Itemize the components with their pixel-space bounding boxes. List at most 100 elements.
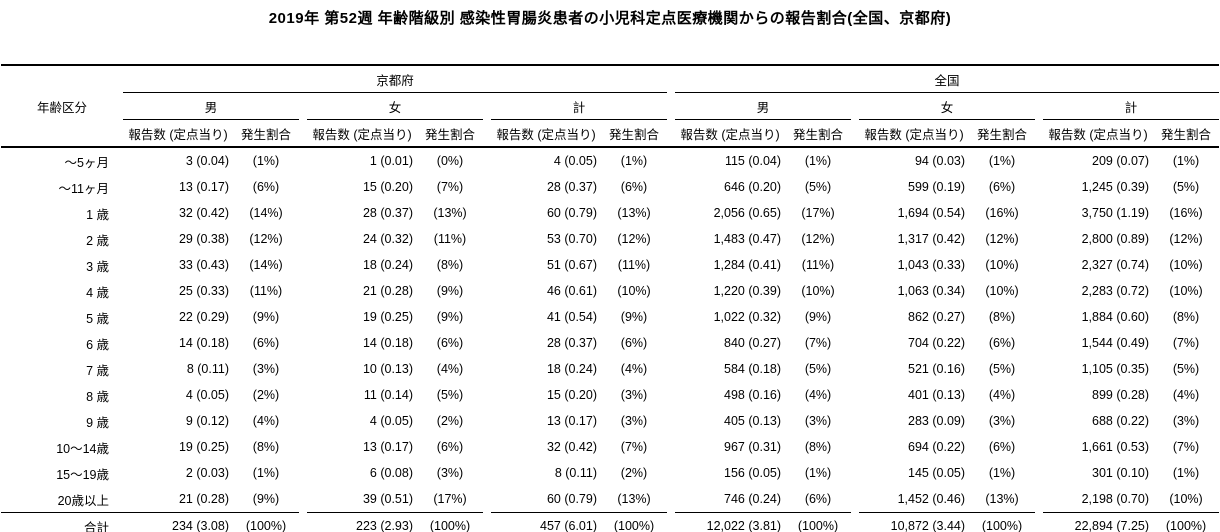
rate-cell: (6%) xyxy=(252,180,280,194)
table-row: ～11ヶ月 13 (0.17) (6%) 15 (0.20) (7%) 28 (0.37)… xyxy=(1,174,1219,200)
age-label: 7 歳 xyxy=(86,363,109,378)
count-cell: 15 (0.20) xyxy=(362,180,413,194)
rate-header: 発生割合 xyxy=(785,119,852,148)
measure-header-row: 報告数 (定点当り) 発生割合 報告数 (定点当り) 発生割合 報告数 (定点当… xyxy=(1,119,1220,148)
column-gap xyxy=(299,486,307,513)
rate-cell: (9%) xyxy=(252,492,280,506)
column-gap xyxy=(1035,174,1043,200)
rate-cell: (10%) xyxy=(985,284,1019,298)
rate-cell: (12%) xyxy=(801,232,835,246)
rate-cell: (6%) xyxy=(620,180,648,194)
count-cell: 1,022 (0.32) xyxy=(713,310,782,324)
count-header: 報告数 (定点当り) xyxy=(307,119,417,148)
count-cell: 15 (0.20) xyxy=(546,388,597,402)
count-cell: 457 (6.01) xyxy=(491,512,601,532)
column-gap xyxy=(667,147,675,174)
count-cell: 10,872 (3.44) xyxy=(859,512,970,532)
age-label: 20歳以上 xyxy=(57,493,109,508)
age-label: 4 歳 xyxy=(86,285,109,300)
count-cell: 8 (0.11) xyxy=(186,362,229,376)
rate-cell: (4%) xyxy=(620,362,648,376)
rate-cell: (1%) xyxy=(804,466,832,480)
column-gap xyxy=(667,460,675,486)
count-cell: 19 (0.25) xyxy=(178,440,229,454)
column-gap xyxy=(299,200,307,226)
column-gap xyxy=(299,434,307,460)
column-gap xyxy=(299,304,307,330)
rate-cell: (6%) xyxy=(988,180,1016,194)
column-gap xyxy=(851,200,859,226)
rate-cell: (1%) xyxy=(1172,466,1200,480)
column-gap xyxy=(483,408,491,434)
count-cell: 301 (0.10) xyxy=(1092,466,1150,480)
count-cell: 9 (0.12) xyxy=(185,414,229,428)
rate-cell: (6%) xyxy=(620,336,648,350)
column-gap xyxy=(299,513,307,532)
age-label: 合計 xyxy=(1,512,123,532)
rate-cell: (10%) xyxy=(1169,258,1203,272)
count-cell: 2,198 (0.70) xyxy=(1081,492,1150,506)
count-cell: 39 (0.51) xyxy=(362,492,413,506)
rate-cell: (2%) xyxy=(620,466,648,480)
rate-cell: (9%) xyxy=(436,310,464,324)
rate-cell: (7%) xyxy=(436,180,464,194)
column-gap xyxy=(483,356,491,382)
table-row: ～5ヶ月 3 (0.04) (1%) 1 (0.01) (0%) 4 (0.05) (1%)… xyxy=(1,147,1219,174)
rate-cell: (4%) xyxy=(252,414,280,428)
rate-cell: (4%) xyxy=(436,362,464,376)
age-label: 1 歳 xyxy=(86,207,109,222)
age-label: 5 歳 xyxy=(86,311,109,326)
rate-cell: (3%) xyxy=(1172,414,1200,428)
count-cell: 234 (3.08) xyxy=(123,512,233,532)
rate-cell: (11%) xyxy=(433,232,467,246)
column-gap xyxy=(483,119,491,148)
count-cell: 8 (0.11) xyxy=(554,466,597,480)
count-cell: 4 (0.05) xyxy=(369,414,413,428)
rate-cell: (7%) xyxy=(1172,440,1200,454)
count-cell: 18 (0.24) xyxy=(362,258,413,272)
rate-cell: (11%) xyxy=(801,258,835,272)
count-cell: 1,105 (0.35) xyxy=(1081,362,1150,376)
count-cell: 51 (0.67) xyxy=(546,258,597,272)
column-gap xyxy=(1035,119,1044,148)
column-gap xyxy=(1035,147,1043,174)
count-cell: 32 (0.42) xyxy=(178,206,229,220)
rate-cell: (12%) xyxy=(1169,232,1203,246)
rate-cell: (100%) xyxy=(969,512,1036,532)
rate-cell: (1%) xyxy=(620,154,648,168)
region-gap xyxy=(667,119,676,148)
count-cell: 13 (0.17) xyxy=(178,180,229,194)
column-gap xyxy=(483,304,491,330)
column-gap xyxy=(851,513,859,532)
column-gap xyxy=(667,278,675,304)
rate-cell: (10%) xyxy=(1169,284,1203,298)
report-table: 年齢区分 京都府 全国 男 女 計 男 女 計 報告数 (定点当り) 発生割合 … xyxy=(1,64,1220,532)
rate-cell: (10%) xyxy=(617,284,651,298)
column-gap xyxy=(299,174,307,200)
count-cell: 3 (0.04) xyxy=(185,154,229,168)
table-row: 1 歳 32 (0.42) (14%) 28 (0.37) (13%) 60 (0.79)… xyxy=(1,200,1219,226)
count-cell: 521 (0.16) xyxy=(908,362,966,376)
column-gap xyxy=(851,174,859,200)
rate-cell: (3%) xyxy=(620,414,648,428)
column-gap xyxy=(667,304,675,330)
rate-cell: (8%) xyxy=(804,440,832,454)
rate-cell: (100%) xyxy=(417,512,483,532)
count-cell: 694 (0.22) xyxy=(908,440,966,454)
rate-cell: (6%) xyxy=(988,440,1016,454)
count-cell: 14 (0.18) xyxy=(362,336,413,350)
rate-header: 発生割合 xyxy=(1153,119,1220,148)
rate-cell: (8%) xyxy=(252,440,280,454)
column-gap xyxy=(1035,382,1043,408)
sex-header-total: 計 xyxy=(491,92,668,120)
count-cell: 6 (0.08) xyxy=(369,466,413,480)
count-header: 報告数 (定点当り) xyxy=(123,119,233,148)
column-gap xyxy=(299,356,307,382)
rate-cell: (4%) xyxy=(1172,388,1200,402)
rate-cell: (4%) xyxy=(804,388,832,402)
column-gap xyxy=(667,200,675,226)
column-gap xyxy=(299,460,307,486)
rate-cell: (10%) xyxy=(801,284,835,298)
count-cell: 19 (0.25) xyxy=(362,310,413,324)
column-gap xyxy=(483,330,491,356)
